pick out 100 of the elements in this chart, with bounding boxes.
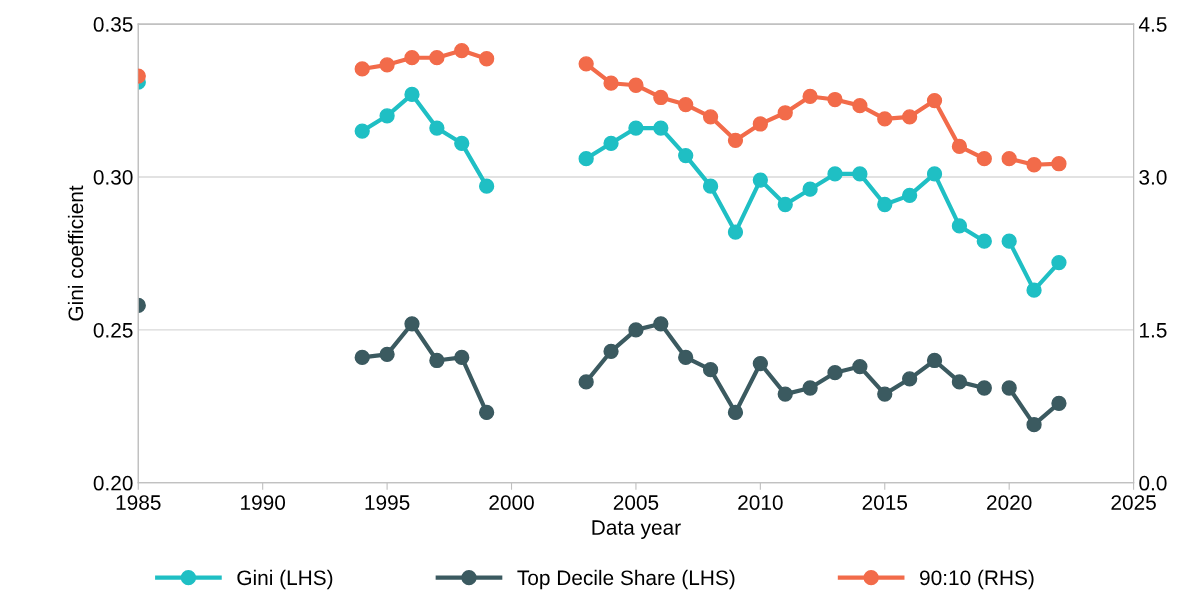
point — [354, 123, 370, 139]
point — [902, 109, 918, 125]
point — [628, 77, 644, 93]
y2-tick-label: 4.5 — [1138, 17, 1167, 32]
point — [902, 187, 918, 203]
point — [653, 316, 669, 332]
point — [678, 96, 694, 113]
point — [802, 88, 818, 105]
point — [827, 166, 843, 182]
point — [1001, 150, 1017, 167]
point — [454, 349, 470, 366]
point — [727, 224, 744, 240]
point — [852, 97, 868, 114]
point — [752, 116, 768, 132]
x-tick-label: 2015 — [862, 495, 908, 510]
x-axis-title: Data year — [592, 520, 681, 540]
point — [877, 386, 893, 402]
point — [1026, 282, 1042, 298]
point — [777, 105, 793, 121]
x-tick-label: 2005 — [613, 495, 659, 510]
legend-label: Top Decile Share (LHS) — [517, 569, 735, 590]
point — [429, 120, 445, 136]
point — [653, 89, 669, 106]
point — [951, 218, 968, 234]
point — [802, 181, 818, 197]
point — [578, 150, 594, 167]
point — [404, 316, 420, 332]
point — [902, 371, 918, 387]
point — [1051, 254, 1067, 271]
x-tick-label: 2010 — [738, 495, 783, 510]
point — [727, 132, 744, 148]
point — [1026, 417, 1042, 433]
point — [852, 166, 868, 182]
point — [1026, 157, 1042, 173]
point — [429, 352, 445, 369]
point — [926, 352, 943, 369]
point — [678, 147, 694, 164]
y-axis-title: Gini coefficient — [67, 185, 84, 321]
point — [926, 166, 943, 182]
point — [454, 135, 470, 151]
point — [752, 172, 768, 188]
legend-label: 90:10 (RHS) — [920, 569, 1034, 590]
point — [702, 362, 719, 378]
point — [976, 233, 992, 249]
x-tick-label: 1985 — [116, 495, 161, 510]
x-tick-label: 1995 — [365, 495, 410, 510]
x-tick-label: 2020 — [987, 495, 1032, 510]
point — [653, 120, 669, 136]
point — [976, 380, 992, 396]
point — [578, 374, 594, 390]
y2-tick-label: 3.0 — [1139, 169, 1167, 185]
point — [1001, 380, 1017, 396]
point — [354, 349, 370, 366]
point — [578, 56, 594, 72]
point — [877, 111, 893, 127]
point — [1001, 233, 1017, 249]
y-tick-label: 0.35 — [93, 17, 133, 32]
point — [478, 178, 495, 194]
point — [827, 365, 843, 381]
point — [951, 374, 968, 390]
point — [727, 404, 744, 421]
y2-tick-label: 0.0 — [1139, 475, 1167, 491]
point — [603, 343, 619, 359]
x-tick-label: 1990 — [241, 495, 286, 510]
point — [478, 51, 495, 67]
point — [777, 196, 793, 213]
point — [752, 355, 768, 372]
point — [404, 50, 420, 66]
point — [926, 92, 943, 109]
point — [951, 138, 968, 155]
point — [379, 108, 395, 124]
point — [379, 346, 395, 363]
point — [976, 150, 992, 167]
point — [603, 75, 619, 91]
point — [877, 196, 893, 213]
point — [628, 322, 644, 338]
point — [1051, 395, 1067, 411]
x-tick-label: 2025 — [1111, 495, 1156, 510]
point — [379, 57, 395, 73]
point — [852, 358, 868, 375]
point — [702, 109, 719, 125]
y-tick-label: 0.20 — [93, 475, 133, 491]
point — [429, 50, 445, 66]
point — [802, 380, 818, 396]
x-tick-label: 2000 — [489, 495, 534, 510]
point — [678, 349, 694, 366]
point — [478, 404, 495, 421]
y2-tick-label: 1.5 — [1140, 323, 1167, 338]
point — [454, 42, 470, 59]
point — [628, 120, 644, 136]
point — [827, 91, 843, 108]
y-tick-label: 0.30 — [93, 169, 133, 185]
point — [404, 86, 420, 103]
legend-label: Gini (LHS) — [237, 569, 333, 590]
point — [354, 61, 370, 77]
point — [1051, 156, 1067, 172]
y-tick-label: 0.25 — [93, 322, 133, 338]
point — [702, 178, 719, 194]
point — [777, 386, 793, 402]
point — [603, 135, 619, 151]
